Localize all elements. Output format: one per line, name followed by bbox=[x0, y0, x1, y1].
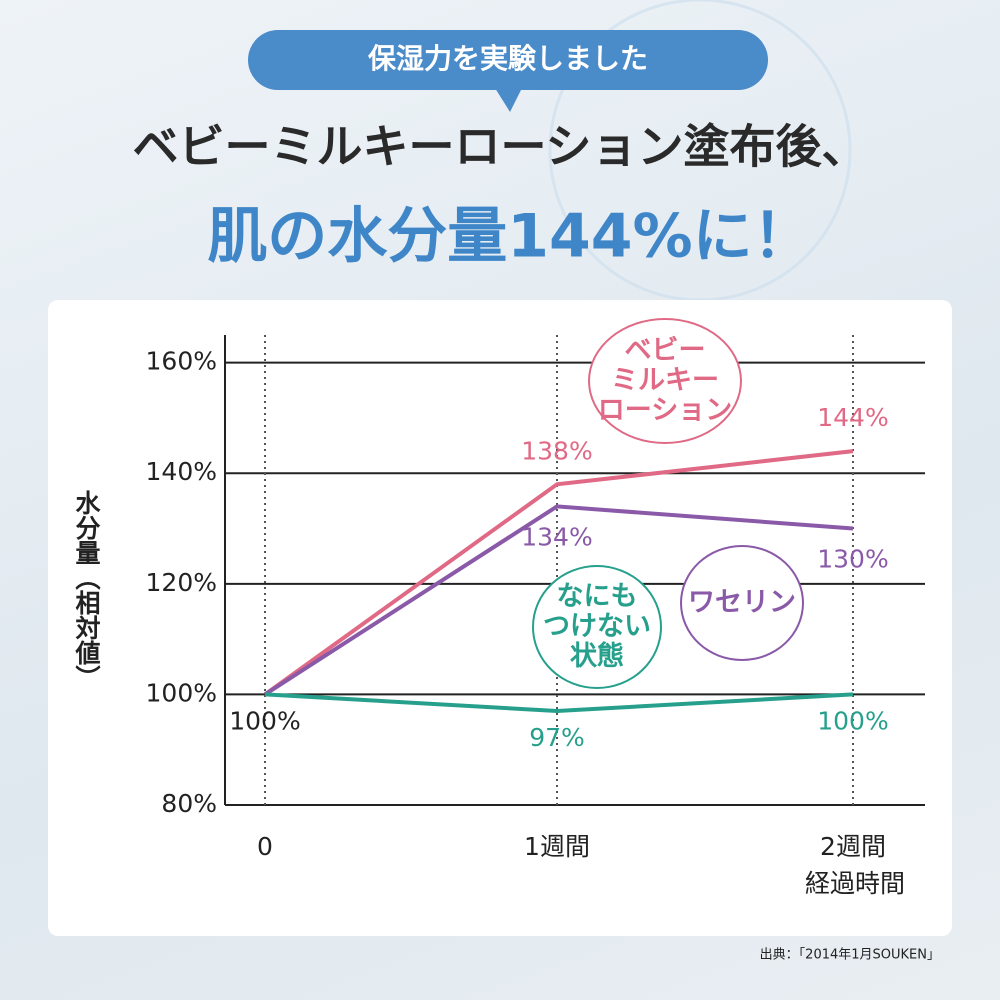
value-label: 97% bbox=[529, 723, 585, 752]
badge bbox=[248, 30, 768, 90]
y-tick-label: 80% bbox=[161, 789, 217, 818]
y-tick-label: 140% bbox=[146, 457, 217, 486]
value-label: 134% bbox=[521, 522, 592, 551]
x-tick-label: 2週間 bbox=[820, 832, 886, 861]
headline-2: 肌の水分量144%に！ bbox=[207, 202, 812, 272]
series-line bbox=[263, 504, 854, 697]
series-callout: なにも つけない 状態 bbox=[532, 565, 662, 689]
y-axis-label: 水分量（相対値） bbox=[72, 490, 102, 690]
badge-text: 保湿力を実験しました bbox=[368, 42, 648, 75]
y-tick-label: 100% bbox=[146, 678, 217, 707]
series-line bbox=[264, 692, 854, 714]
x-tick-label: 1週間 bbox=[524, 832, 590, 861]
series-callout: ワセリン bbox=[680, 545, 804, 661]
badge-tail bbox=[495, 88, 522, 112]
y-tick-label: 160% bbox=[146, 347, 217, 376]
x-tick-label: 0 bbox=[257, 832, 273, 861]
value-label: 100% bbox=[229, 706, 300, 735]
y-tick-label: 120% bbox=[146, 568, 217, 597]
series-callout: ベビー ミルキー ローション bbox=[588, 318, 742, 444]
x-axis-label: 経過時間 bbox=[805, 869, 905, 898]
value-label: 100% bbox=[817, 706, 888, 735]
series-line bbox=[263, 449, 854, 697]
value-label: 130% bbox=[817, 545, 888, 574]
card bbox=[48, 300, 952, 936]
source: 出典：「2014年1月SOUKEN」 bbox=[760, 948, 940, 963]
headline: ベビーミルキーローション塗布後、 bbox=[132, 120, 867, 174]
value-label: 144% bbox=[817, 403, 888, 432]
value-label: 138% bbox=[521, 436, 592, 465]
